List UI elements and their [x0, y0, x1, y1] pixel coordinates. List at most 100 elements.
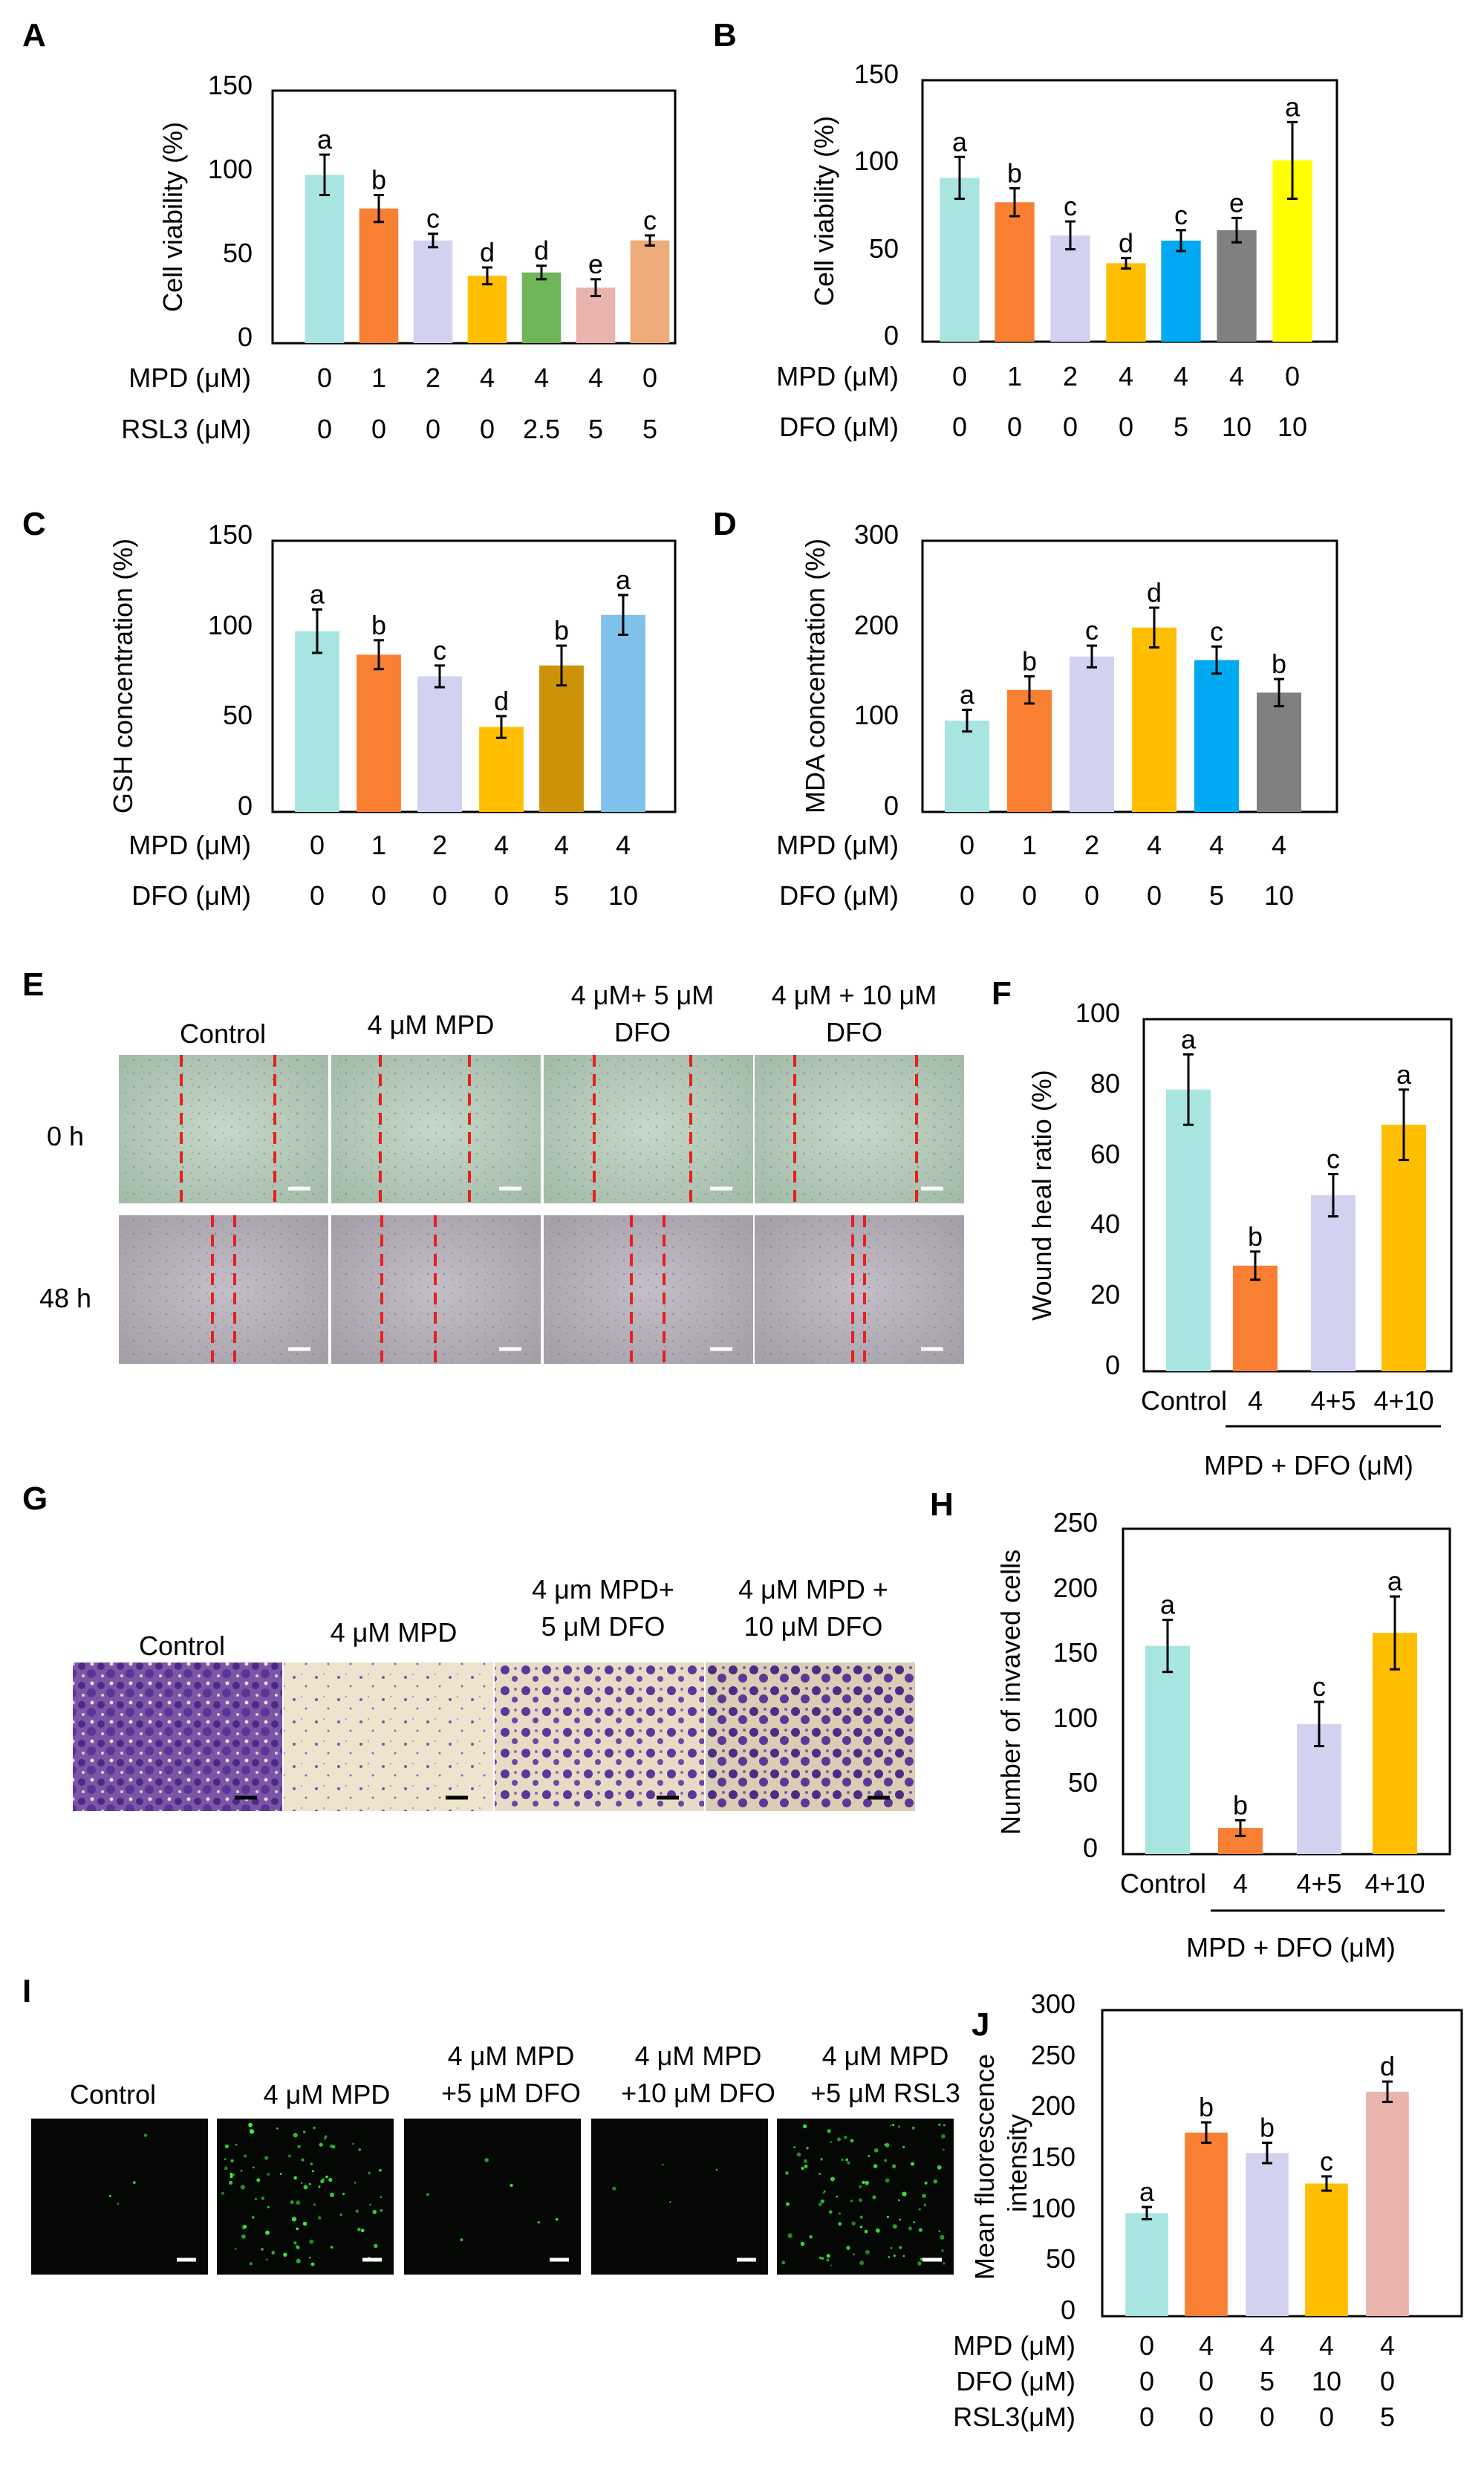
significance-letter: a: [960, 680, 975, 710]
fluorescent-cell: [943, 2124, 946, 2127]
bar: [417, 676, 462, 812]
significance-letter: b: [371, 165, 386, 195]
chart-h-marks: a b c a Control 4 4+5 4+10: [1120, 1566, 1445, 1912]
row-label: MPD (μM): [776, 830, 899, 860]
significance-letter: a: [1139, 2177, 1155, 2207]
y-tick-label: 40: [1090, 1209, 1120, 1239]
fluorescent-cell: [133, 2181, 136, 2184]
fluorescent-cell: [826, 2258, 830, 2262]
fluorescent-cell: [276, 2127, 279, 2130]
fluorescence-image: [777, 2119, 954, 2275]
fluorescent-cell: [537, 2221, 540, 2224]
x-tick-label: 0: [1119, 412, 1133, 442]
fluorescent-cell: [221, 2191, 225, 2195]
column-header: Control: [139, 1631, 225, 1661]
chart-d-marks: a b c d c b MPD (μM) 0 1 2 4 4 4 DFO (μM) 0 0 0 0 5 10: [776, 577, 1301, 911]
x-tick-label: 4+5: [1296, 1868, 1341, 1899]
fluorescent-cell: [555, 2217, 559, 2221]
panel-letter-c: C: [22, 506, 46, 542]
fluorescent-cell: [311, 2170, 314, 2173]
bar: [1246, 2153, 1289, 2316]
fluorescent-cell: [309, 2239, 314, 2244]
x-tick-label: 5: [1174, 412, 1188, 442]
y-tick-label: 100: [208, 610, 253, 640]
fluorescent-cell: [256, 2178, 261, 2182]
x-tick-label: 10: [1278, 412, 1307, 442]
significance-letter: a: [952, 126, 968, 157]
significance-letter: d: [494, 686, 509, 716]
fluorescent-cell: [941, 2133, 946, 2139]
fluorescent-cell: [845, 2158, 848, 2162]
y-tick-label: 150: [1031, 2142, 1075, 2172]
x-tick-label: 4: [494, 830, 509, 860]
column-header: DFO: [826, 1017, 882, 1047]
fluorescent-cell: [296, 2258, 301, 2263]
fluorescent-cell: [822, 2191, 825, 2194]
bar: [1070, 656, 1114, 812]
x-tick-label: 10: [1264, 880, 1294, 911]
x-tick-label: 4: [1199, 2330, 1214, 2361]
fluorescent-cell: [851, 2221, 856, 2226]
significance-letter: a: [1285, 91, 1301, 122]
column-header: Control: [70, 2079, 156, 2110]
fluorescent-cell: [846, 2246, 850, 2250]
fluorescent-cell: [143, 2133, 148, 2137]
significance-letter: a: [310, 579, 325, 609]
fluorescent-cell: [868, 2155, 870, 2157]
plot-frame: [271, 539, 677, 813]
significance-letter: b: [1022, 646, 1037, 677]
x-tick-label: 4: [1319, 2330, 1334, 2361]
bar: [295, 631, 339, 812]
fluorescent-cell: [357, 2227, 361, 2231]
significance-letter: a: [1160, 1590, 1176, 1620]
fluorescent-cell: [850, 2139, 854, 2143]
fluorescent-cell: [302, 2221, 307, 2226]
fluorescent-cell: [380, 2208, 383, 2212]
fluorescent-cell: [827, 2129, 831, 2133]
panel-letter-i: I: [22, 1973, 31, 2009]
x-tick-label: 4: [1380, 2330, 1395, 2361]
fluorescent-cell: [302, 2130, 306, 2133]
fluorescent-cell: [940, 2234, 945, 2240]
bar: [1257, 692, 1301, 812]
fluorescent-cell: [352, 2142, 354, 2145]
y-axis-title-line: intensity: [1002, 2114, 1032, 2212]
y-tick-label: 0: [238, 322, 253, 352]
significance-letter: a: [317, 124, 333, 155]
column-header: 4 μM MPD: [635, 2041, 762, 2071]
fluorescent-cell: [859, 2215, 864, 2219]
fluorescent-cell: [852, 2253, 855, 2256]
x-tick-label: 4+10: [1364, 1868, 1425, 1899]
row-label: RSL3 (μM): [121, 414, 251, 444]
bar: [630, 240, 670, 343]
fluorescent-cell: [293, 2241, 297, 2245]
x-tick-label: 10: [1222, 412, 1252, 442]
fluorescent-cell: [380, 2196, 383, 2198]
fluorescent-cell: [303, 2185, 308, 2190]
fluorescent-cell: [943, 2262, 946, 2265]
significance-letter: b: [371, 610, 386, 640]
bar: [1305, 2183, 1348, 2316]
x-tick-label: 0: [310, 880, 325, 911]
y-tick-label: 0: [1083, 1833, 1098, 1863]
fluorescent-cell: [271, 2251, 276, 2255]
fluorescent-cell: [859, 2185, 862, 2188]
significance-letter: a: [1396, 1059, 1412, 1090]
x-tick-label: Control: [1141, 1385, 1227, 1416]
fluorescent-cell: [318, 2185, 321, 2188]
column-header: 10 μM DFO: [744, 1611, 883, 1642]
x-tick-label: 0: [1139, 2402, 1154, 2432]
x-tick-label: 0: [1285, 361, 1300, 391]
fluorescent-cell: [253, 2166, 255, 2169]
bar: [945, 721, 989, 812]
fluorescent-cell: [917, 2261, 922, 2266]
y-tick-label: 0: [1105, 1350, 1120, 1380]
significance-letter: c: [1327, 1144, 1340, 1174]
x-tick-label: 4: [480, 363, 495, 393]
x-tick-label: 0: [1007, 412, 1022, 442]
x-tick-label: 0: [1199, 2366, 1214, 2396]
fluorescent-cell: [361, 2229, 365, 2232]
panel-e-images: Control 4 μM MPD 4 μM+ 5 μM DFO 4 μM + 1…: [39, 980, 964, 1364]
plot-frame: [1142, 1018, 1453, 1373]
